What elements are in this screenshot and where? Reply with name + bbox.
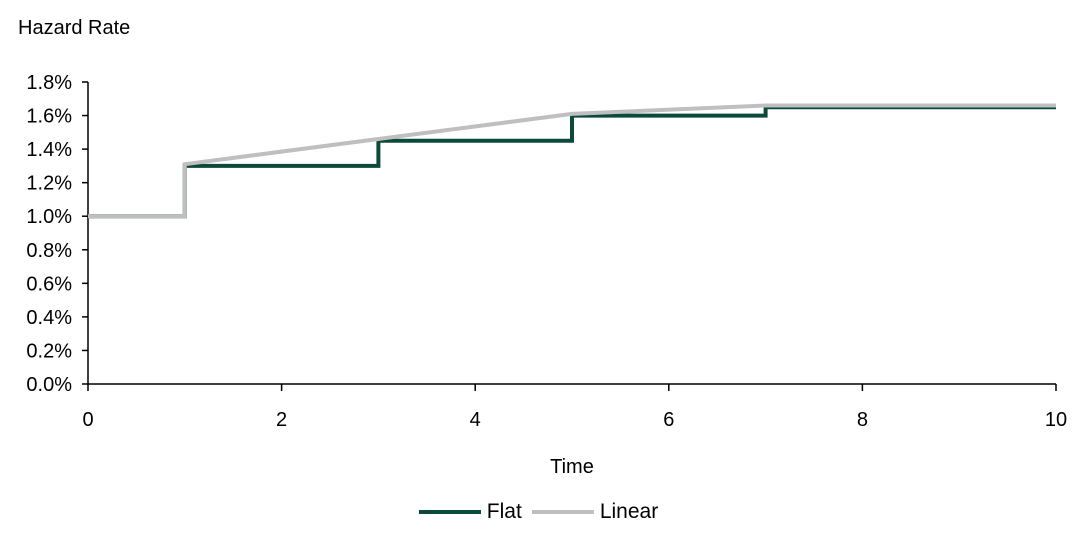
y-tick-label: 1.2% [26, 173, 72, 195]
legend-swatch-flat [418, 510, 481, 514]
x-axis-label: Time [550, 456, 594, 478]
x-tick-label: 10 [1045, 409, 1067, 431]
y-tick-label: 1.6% [26, 106, 72, 128]
y-tick-label: 0.4% [26, 307, 72, 329]
y-tick-label: 0.8% [26, 240, 72, 262]
legend-label-flat: Flat [486, 500, 522, 523]
y-tick-label: 1.8% [26, 72, 72, 94]
legend-item-flat: Flat [418, 500, 522, 524]
series-line-flat [88, 105, 1056, 219]
x-tick-label: 6 [663, 409, 674, 431]
y-tick-label: 0.2% [26, 340, 72, 362]
legend-swatch-linear [531, 510, 594, 514]
y-tick-label: 1.4% [26, 139, 72, 161]
x-tick-label: 0 [82, 409, 93, 431]
x-tick-label: 4 [470, 409, 481, 431]
x-tick-label: 2 [276, 409, 287, 431]
legend: Flat Linear [0, 500, 1077, 524]
legend-item-linear: Linear [531, 500, 659, 524]
series-layer [88, 103, 1056, 219]
y-tick-label: 1.0% [26, 206, 72, 228]
legend-label-linear: Linear [599, 500, 659, 523]
y-tick-label: 0.0% [26, 374, 72, 396]
y-tick-label: 0.6% [26, 273, 72, 295]
axes: 0.0% 0.2% 0.4% 0.6% 0.8% 1.0% 1.2% 1.4% 1.6% 1.8%… [26, 72, 1067, 431]
x-tick-label: 8 [857, 409, 868, 431]
series-line-linear [88, 103, 1056, 219]
y-axis-label: Hazard Rate [18, 17, 130, 39]
